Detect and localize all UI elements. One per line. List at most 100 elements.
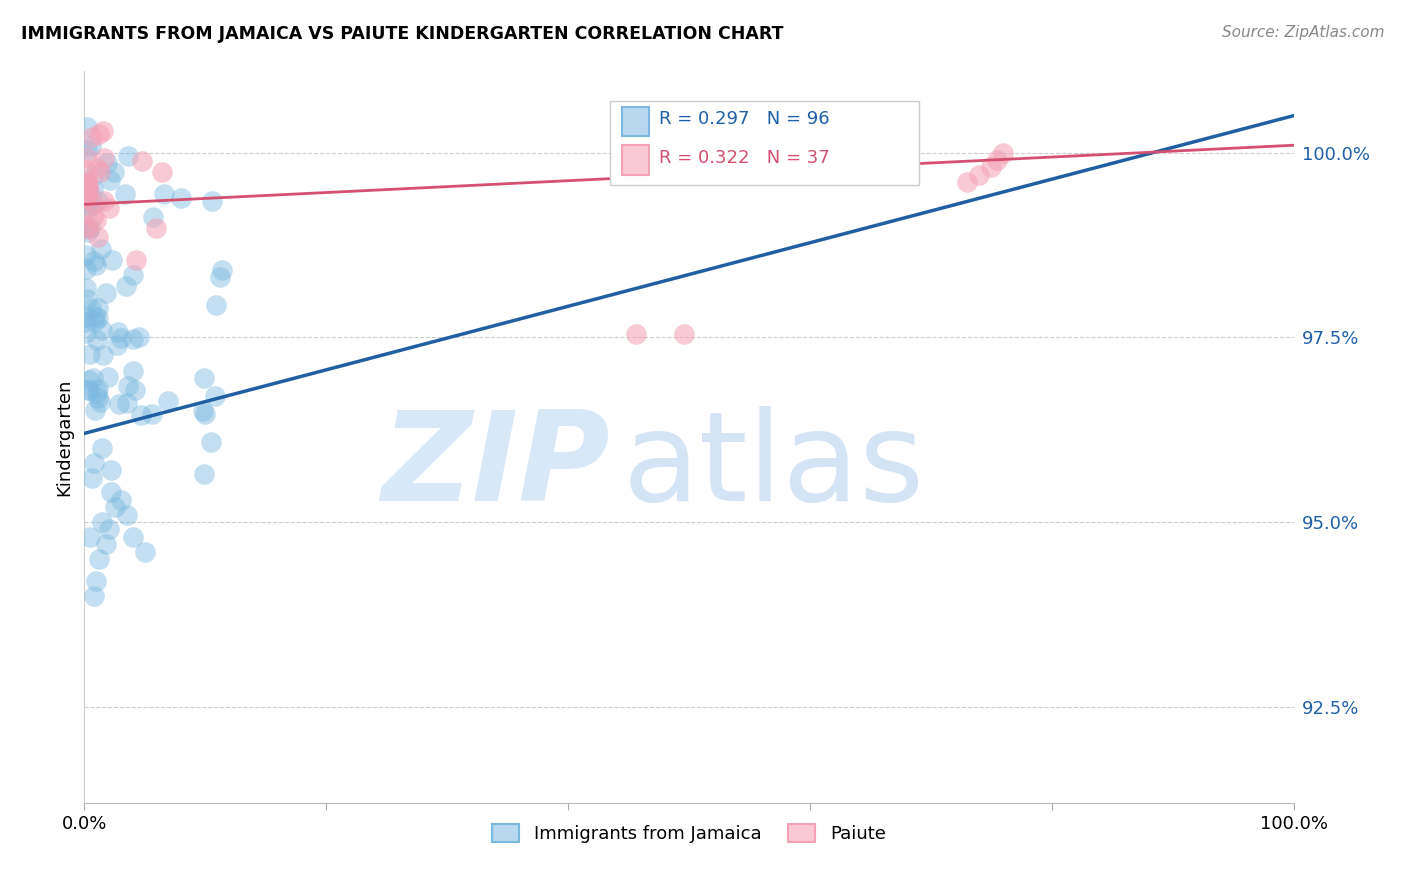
Point [86, 161, 108, 175]
Point [141, 407, 163, 421]
Point [84, 402, 107, 417]
Point [115, 279, 138, 293]
Point [121, 363, 143, 377]
Point [100, 463, 122, 477]
Text: atlas: atlas [623, 406, 925, 527]
Point [115, 508, 138, 522]
Point [94, 537, 117, 551]
Point [121, 268, 143, 282]
Point [110, 492, 132, 507]
Point [87, 310, 110, 325]
Point [84, 313, 107, 327]
Point [87, 552, 110, 566]
Point [673, 326, 696, 341]
Y-axis label: Kindergarten: Kindergarten [55, 378, 73, 496]
Point [76, 178, 98, 192]
Point [75, 219, 97, 233]
Point [80, 301, 103, 315]
Point [76, 292, 98, 306]
Point [93, 348, 115, 362]
Point [77, 373, 100, 387]
Point [75, 189, 97, 203]
Point [145, 220, 167, 235]
Point [967, 168, 990, 182]
Point [75, 150, 97, 164]
Point [142, 210, 165, 224]
Point [121, 332, 143, 346]
Point [79, 347, 101, 361]
Point [76, 225, 98, 239]
Point [76, 310, 98, 325]
Point [75, 261, 97, 276]
Point [110, 331, 132, 345]
Point [89, 165, 111, 179]
Point [84, 212, 107, 227]
Point [82, 169, 104, 184]
Bar [610, 101, 918, 185]
Point [86, 301, 108, 316]
Point [170, 191, 193, 205]
Point [76, 143, 98, 157]
Point [128, 329, 150, 343]
Point [131, 408, 153, 422]
Point [98, 173, 121, 187]
Point [79, 199, 101, 213]
Point [86, 382, 108, 396]
Text: Source: ZipAtlas.com: Source: ZipAtlas.com [1222, 25, 1385, 40]
Point [79, 220, 101, 235]
Point [194, 407, 217, 421]
Bar [623, 107, 650, 136]
Point [77, 182, 100, 196]
Text: R = 0.322   N = 37: R = 0.322 N = 37 [659, 149, 830, 167]
Point [82, 210, 104, 224]
Point [76, 120, 98, 134]
Point [91, 123, 114, 137]
Point [107, 325, 129, 339]
Text: R = 0.297   N = 96: R = 0.297 N = 96 [659, 110, 830, 128]
Point [83, 197, 105, 211]
Point [200, 435, 222, 450]
Point [86, 574, 108, 589]
Point [83, 253, 105, 268]
Point [97, 201, 120, 215]
Point [76, 163, 98, 178]
Point [82, 182, 104, 196]
Point [96, 155, 118, 169]
Point [108, 397, 131, 411]
Point [101, 253, 124, 268]
Point [91, 323, 114, 337]
Point [193, 403, 215, 417]
Point [993, 145, 1015, 160]
Point [76, 182, 98, 196]
Point [94, 285, 117, 300]
Point [115, 396, 138, 410]
Point [204, 298, 226, 312]
Point [87, 194, 110, 209]
Point [153, 186, 176, 201]
Point [77, 222, 100, 236]
Point [104, 500, 127, 515]
Point [91, 515, 114, 529]
Point [114, 186, 136, 201]
Point [125, 253, 148, 268]
Point [204, 389, 226, 403]
Point [75, 193, 97, 207]
Point [97, 369, 120, 384]
Point [75, 185, 97, 199]
Point [134, 544, 156, 558]
Point [79, 530, 101, 544]
Point [75, 315, 97, 329]
Point [103, 165, 125, 179]
Point [75, 248, 97, 262]
Point [75, 191, 97, 205]
Point [956, 175, 979, 189]
Point [82, 371, 104, 385]
Point [76, 182, 98, 196]
Point [93, 151, 115, 165]
Point [80, 129, 103, 144]
Legend: Immigrants from Jamaica, Paiute: Immigrants from Jamaica, Paiute [486, 819, 891, 848]
Point [131, 153, 153, 168]
Point [83, 309, 105, 323]
Point [624, 326, 647, 341]
Point [75, 220, 97, 235]
